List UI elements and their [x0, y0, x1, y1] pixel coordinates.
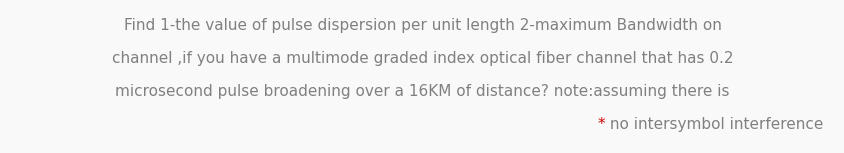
Text: *: * — [598, 117, 605, 132]
Text: Find 1-the value of pulse dispersion per unit length 2-maximum Bandwidth on: Find 1-the value of pulse dispersion per… — [123, 18, 721, 33]
Text: channel ,if you have a multimode graded index optical fiber channel that has 0.2: channel ,if you have a multimode graded … — [111, 51, 733, 66]
Text: no intersymbol interference: no intersymbol interference — [605, 117, 823, 132]
Text: microsecond pulse broadening over a 16KM of distance? note:assuming there is: microsecond pulse broadening over a 16KM… — [115, 84, 729, 99]
